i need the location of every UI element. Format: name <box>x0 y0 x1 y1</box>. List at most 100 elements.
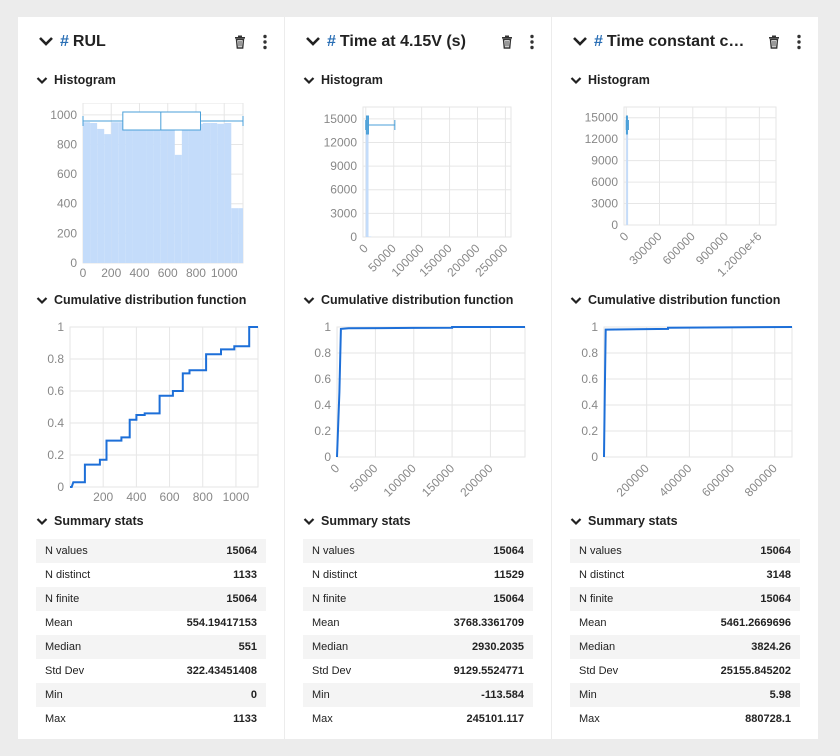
section-label: Histogram <box>588 73 650 87</box>
trash-icon[interactable] <box>768 35 780 49</box>
card-header: # Time constant cu… <box>552 17 818 67</box>
more-options-icon[interactable] <box>796 34 802 50</box>
y-tick-label: 1 <box>57 320 64 334</box>
histogram-section-header[interactable]: Histogram <box>303 71 383 89</box>
y-tick-label: 0 <box>591 450 598 464</box>
histogram-bar <box>146 123 154 263</box>
chevron-down-icon[interactable] <box>38 35 54 47</box>
histogram-bar <box>626 117 629 225</box>
histogram-bar <box>188 122 196 263</box>
x-tick-label: 50000 <box>347 461 381 495</box>
column-card: # Time at 4.15V (s) Histogram Cumulative … <box>285 17 551 739</box>
y-tick-label: 600 <box>57 167 77 181</box>
chevron-down-icon <box>570 297 582 305</box>
chevron-down-icon <box>570 77 582 85</box>
stat-value: -113.584 <box>481 689 524 701</box>
stat-row: Min 0 <box>36 683 266 707</box>
stat-label: Mean <box>45 617 73 629</box>
y-tick-label: 6000 <box>591 175 618 189</box>
chevron-down-icon[interactable] <box>572 35 588 47</box>
histogram-bar <box>238 208 243 263</box>
stat-row: Median 3824.26 <box>570 635 800 659</box>
y-tick-label: 0.6 <box>314 372 331 386</box>
stat-row: Std Dev 25155.845202 <box>570 659 800 683</box>
stat-row: Max 1133 <box>36 707 266 731</box>
cdf-line <box>70 326 258 488</box>
stat-label: Max <box>312 713 333 725</box>
stat-row: Max 245101.117 <box>303 707 533 731</box>
stat-row: Std Dev 9129.5524771 <box>303 659 533 683</box>
cdf-line <box>603 326 793 458</box>
stat-row: N distinct 3148 <box>570 563 800 587</box>
histogram-bar <box>125 126 133 263</box>
stat-row: Std Dev 322.43451408 <box>36 659 266 683</box>
y-tick-label: 400 <box>57 197 77 211</box>
number-type-icon: # <box>594 33 603 50</box>
stat-row: N values 15064 <box>570 539 800 563</box>
stat-label: Std Dev <box>45 665 85 677</box>
stat-value: 0 <box>250 689 257 701</box>
histogram-bar <box>97 128 105 263</box>
trash-icon[interactable] <box>501 35 513 49</box>
more-options-icon[interactable] <box>529 34 535 50</box>
y-tick-label: 15000 <box>324 112 358 126</box>
summary-section-header[interactable]: Summary stats <box>303 512 411 530</box>
x-tick-label: 100000 <box>381 461 419 499</box>
trash-icon[interactable] <box>234 35 246 49</box>
histogram-bar <box>160 122 168 263</box>
x-tick-label: 600000 <box>660 229 698 267</box>
stat-row: Mean 3768.3361709 <box>303 611 533 635</box>
plot-frame <box>336 326 526 458</box>
section-label: Cumulative distribution function <box>588 293 781 307</box>
stat-label: N values <box>579 545 622 557</box>
x-tick-label: 150000 <box>419 461 457 499</box>
column-title: # Time constant cu… <box>594 32 754 52</box>
x-tick-label: 600000 <box>699 461 737 499</box>
histogram-bar <box>210 123 218 263</box>
y-tick-label: 0 <box>70 256 77 270</box>
plot-frame <box>69 326 259 488</box>
stat-row: N values 15064 <box>303 539 533 563</box>
number-type-icon: # <box>60 33 69 50</box>
histogram-bar <box>195 123 204 263</box>
stat-value: 15064 <box>760 593 791 605</box>
y-tick-label: 12000 <box>585 132 619 146</box>
cdf-section-header[interactable]: Cumulative distribution function <box>36 291 246 309</box>
y-tick-label: 0.8 <box>47 352 64 366</box>
x-tick-label: 200 <box>93 490 113 504</box>
summary-section-header[interactable]: Summary stats <box>36 512 144 530</box>
stat-label: Median <box>45 641 82 653</box>
section-label: Histogram <box>54 73 116 87</box>
summary-stats-table: N values 15064 N distinct 1133 N finite 15064… <box>36 539 266 731</box>
histogram-section-header[interactable]: Histogram <box>36 71 116 89</box>
stat-label: Min <box>312 689 330 701</box>
x-tick-label: 0 <box>80 266 87 280</box>
summary-section-header[interactable]: Summary stats <box>570 512 678 530</box>
plot-frame <box>362 106 512 238</box>
x-tick-label: 800000 <box>742 461 780 499</box>
y-tick-label: 6000 <box>330 183 357 197</box>
histogram-section-header[interactable]: Histogram <box>570 71 650 89</box>
stat-label: N distinct <box>45 569 91 581</box>
stat-value: 554.19417153 <box>186 617 257 629</box>
y-tick-label: 0.4 <box>314 398 331 412</box>
histogram-bar <box>83 122 91 263</box>
x-tick-label: 200000 <box>614 461 652 499</box>
chevron-down-icon <box>36 518 48 526</box>
y-tick-label: 0.4 <box>47 416 64 430</box>
chevron-down-icon <box>303 518 315 526</box>
stat-label: N values <box>45 545 88 557</box>
histogram-chart: 0 200 400 600 800 1000 0 200 400 600 800 1000 <box>50 103 244 280</box>
stat-value: 5.98 <box>769 689 791 701</box>
stat-label: N distinct <box>579 569 625 581</box>
section-label: Summary stats <box>54 514 144 528</box>
stat-row: N finite 15064 <box>303 587 533 611</box>
stat-value: 15064 <box>493 545 524 557</box>
y-tick-label: 0.6 <box>581 372 598 386</box>
more-options-icon[interactable] <box>262 34 268 50</box>
chevron-down-icon <box>36 77 48 85</box>
chevron-down-icon[interactable] <box>305 35 321 47</box>
stat-value: 322.43451408 <box>186 665 257 677</box>
cdf-section-header[interactable]: Cumulative distribution function <box>303 291 513 309</box>
cdf-section-header[interactable]: Cumulative distribution function <box>570 291 780 309</box>
